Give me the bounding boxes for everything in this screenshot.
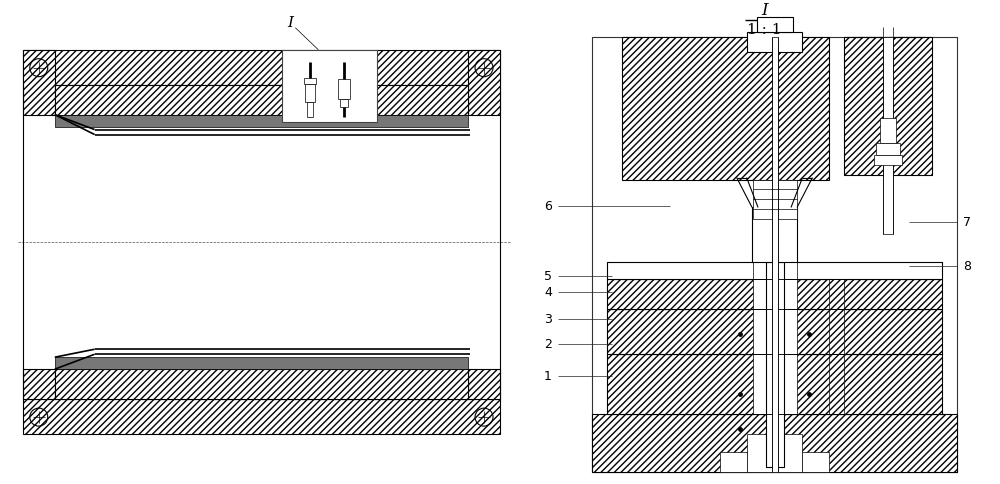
Bar: [747, 434, 802, 472]
Bar: [747, 32, 802, 52]
Bar: [307, 102, 313, 117]
Bar: [844, 37, 932, 175]
Text: 1 : 1: 1 : 1: [747, 23, 782, 37]
Bar: [607, 354, 942, 414]
Bar: [592, 414, 957, 472]
Text: 2: 2: [544, 338, 552, 351]
Text: 6: 6: [544, 200, 552, 213]
Bar: [757, 17, 793, 32]
Bar: [607, 309, 942, 354]
Bar: [338, 79, 350, 99]
Bar: [753, 279, 797, 309]
Bar: [282, 50, 377, 121]
Text: 4: 4: [544, 286, 552, 299]
Bar: [304, 77, 316, 84]
Bar: [468, 369, 500, 399]
Bar: [622, 37, 829, 180]
Text: 1: 1: [544, 370, 552, 383]
Text: 8: 8: [963, 260, 971, 273]
Bar: [720, 452, 747, 472]
Bar: [880, 118, 896, 143]
Text: 5: 5: [544, 270, 552, 283]
Bar: [340, 99, 348, 106]
Bar: [305, 84, 315, 102]
Bar: [23, 50, 55, 115]
Bar: [55, 85, 468, 115]
Bar: [607, 262, 942, 279]
Bar: [607, 279, 942, 309]
Bar: [55, 369, 468, 399]
Bar: [592, 37, 957, 472]
Bar: [23, 369, 55, 399]
Bar: [753, 354, 797, 414]
Bar: [772, 37, 778, 472]
Text: 7: 7: [963, 216, 971, 229]
Bar: [753, 180, 797, 219]
Bar: [55, 357, 468, 369]
Text: I: I: [287, 16, 293, 30]
Bar: [802, 452, 829, 472]
Bar: [829, 279, 844, 309]
Bar: [883, 37, 893, 234]
Bar: [753, 262, 797, 279]
Bar: [55, 115, 468, 127]
Bar: [876, 143, 900, 154]
Bar: [468, 50, 500, 115]
Bar: [752, 208, 797, 262]
Bar: [766, 262, 784, 467]
Bar: [874, 154, 902, 165]
Bar: [753, 309, 797, 354]
Bar: [829, 309, 844, 354]
Bar: [23, 399, 500, 434]
Text: I: I: [761, 2, 768, 19]
Text: 3: 3: [544, 313, 552, 326]
Bar: [23, 50, 500, 85]
Bar: [829, 354, 844, 414]
